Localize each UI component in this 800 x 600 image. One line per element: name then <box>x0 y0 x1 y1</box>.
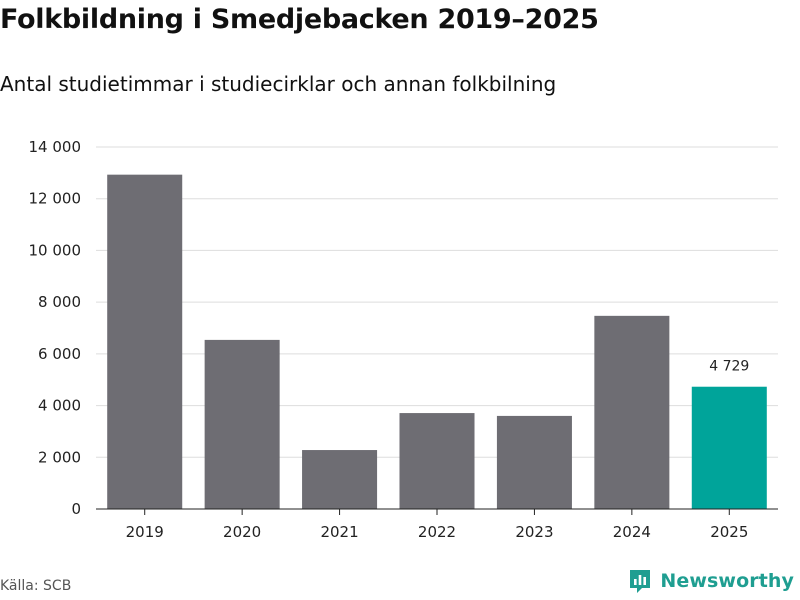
y-tick-label: 2 000 <box>38 448 81 466</box>
brand-logo[interactable]: Newsworthy <box>628 568 794 594</box>
x-axis-ticks: 2019 2020 2021 2022 2023 2024 2025 <box>126 523 749 541</box>
chart-title: Folkbildning i Smedjebacken 2019–2025 <box>0 4 599 35</box>
bar-2023 <box>496 415 572 509</box>
brand-name: Newsworthy <box>660 570 794 592</box>
bar-2024 <box>594 315 670 509</box>
y-tick-label: 4 000 <box>38 397 81 415</box>
y-axis-ticks: 0 2 000 4 000 6 000 8 000 10 000 12 000 14 000 <box>29 138 82 518</box>
data-label: 4 729 <box>709 359 749 375</box>
newsworthy-logo-icon <box>630 570 651 593</box>
y-tick-label: 6 000 <box>38 345 81 363</box>
x-tick-label: 2021 <box>320 523 358 541</box>
y-tick-label: 14 000 <box>29 138 82 156</box>
data-labels: 4 729 <box>709 359 749 375</box>
gridlines <box>96 146 778 458</box>
y-tick-label: 10 000 <box>29 241 82 259</box>
y-tick-label: 12 000 <box>29 190 82 208</box>
bar-2022 <box>399 413 475 509</box>
bar-2025 <box>691 386 767 509</box>
x-axis <box>96 508 778 515</box>
x-tick-label: 2023 <box>515 523 553 541</box>
source-note: Källa: SCB <box>0 578 72 594</box>
bar-2021 <box>302 450 378 509</box>
bar-2019 <box>107 174 183 509</box>
chart-subtitle: Antal studietimmar i studiecirklar och a… <box>0 72 557 96</box>
bar-2020 <box>204 339 280 509</box>
x-tick-label: 2025 <box>710 523 748 541</box>
x-tick-label: 2019 <box>126 523 164 541</box>
x-tick-label: 2022 <box>418 523 456 541</box>
x-tick-label: 2020 <box>223 523 261 541</box>
y-tick-label: 0 <box>71 500 81 518</box>
bars <box>107 174 767 509</box>
x-tick-label: 2024 <box>613 523 651 541</box>
y-tick-label: 8 000 <box>38 293 81 311</box>
